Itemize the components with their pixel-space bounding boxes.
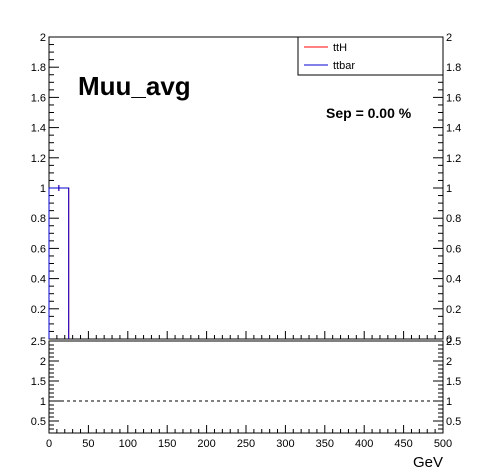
- chart-title: Muu_avg: [78, 71, 191, 101]
- main-right-tick-label: 0.4: [446, 274, 461, 286]
- ratio-pad: 0.511.520.511.522.52.50 50 100 150 200 250 300…: [31, 336, 462, 471]
- ratio-right-tick-label: 1.5: [446, 376, 461, 388]
- ratio-frame: [48, 340, 444, 434]
- main-right-tick-label: 2: [446, 32, 452, 44]
- x-tick-label: 300: [276, 438, 294, 450]
- main-y-tick-label: 1: [40, 183, 46, 195]
- main-right-tick-label: 0.6: [446, 243, 461, 255]
- main-y-tick-label: 1.4: [31, 123, 46, 135]
- main-right-tick-label: 0.2: [446, 304, 461, 316]
- x-tick-label: 450: [394, 438, 412, 450]
- ratio-right-tick-label: 2.5: [446, 336, 461, 348]
- ratio-right-tick-label: 0.5: [446, 416, 461, 428]
- ratio-top-left-label: 2.5: [31, 336, 46, 348]
- main-y-tick-label: 1.2: [31, 153, 46, 165]
- ratio-y-tick-label: 2: [40, 356, 46, 368]
- ratio-y-tick-label: 0.5: [31, 416, 46, 428]
- x-axis-title: GeV: [413, 454, 443, 471]
- main-y-tick-label: 0.4: [31, 274, 46, 286]
- x-tick-label: 0: [46, 438, 52, 450]
- main-right-tick-label: 1.8: [446, 62, 461, 74]
- ratio-right-tick-label: 2: [446, 356, 452, 368]
- x-tick-label: 150: [158, 438, 176, 450]
- main-right-tick-label: 1.2: [446, 153, 461, 165]
- main-y-tick-label: 0.2: [31, 304, 46, 316]
- x-tick-label: 250: [237, 438, 255, 450]
- main-y-tick-label: 1.8: [31, 62, 46, 74]
- main-y-tick-label: 0.8: [31, 213, 46, 225]
- legend-label-ttbar: ttbar: [333, 60, 355, 72]
- main-y-tick-label: 0.6: [31, 243, 46, 255]
- x-tick-label: 200: [197, 438, 215, 450]
- x-tick-label: 350: [316, 438, 334, 450]
- main-right-tick-label: 0.8: [446, 213, 461, 225]
- x-tick-label: 500: [434, 438, 452, 450]
- x-tick-label: 50: [82, 438, 94, 450]
- main-right-tick-label: 1.6: [446, 92, 461, 104]
- main-pad: 0.2 0.4 0.6 0.8 1 1.2 1.4 1.6 1.8 2 0 0.2 0.4 0.6 0.8 1…: [31, 32, 462, 346]
- x-tick-label: 400: [355, 438, 373, 450]
- main-right-tick-label: 0: [446, 334, 452, 346]
- legend-box: [297, 36, 444, 76]
- main-y-tick-label: 2: [40, 32, 46, 44]
- separation-annotation: Sep = 0.00 %: [326, 105, 412, 121]
- legend-label-ttH: ttH: [333, 42, 347, 54]
- main-y-tick-label: 1.6: [31, 92, 46, 104]
- x-tick-label: 100: [119, 438, 137, 450]
- ratio-right-tick-label: 1: [446, 396, 452, 408]
- ratio-y-tick-label: 1: [40, 396, 46, 408]
- main-right-tick-label: 1.4: [446, 123, 461, 135]
- main-right-tick-label: 1: [446, 183, 452, 195]
- ratio-y-tick-label: 1.5: [31, 376, 46, 388]
